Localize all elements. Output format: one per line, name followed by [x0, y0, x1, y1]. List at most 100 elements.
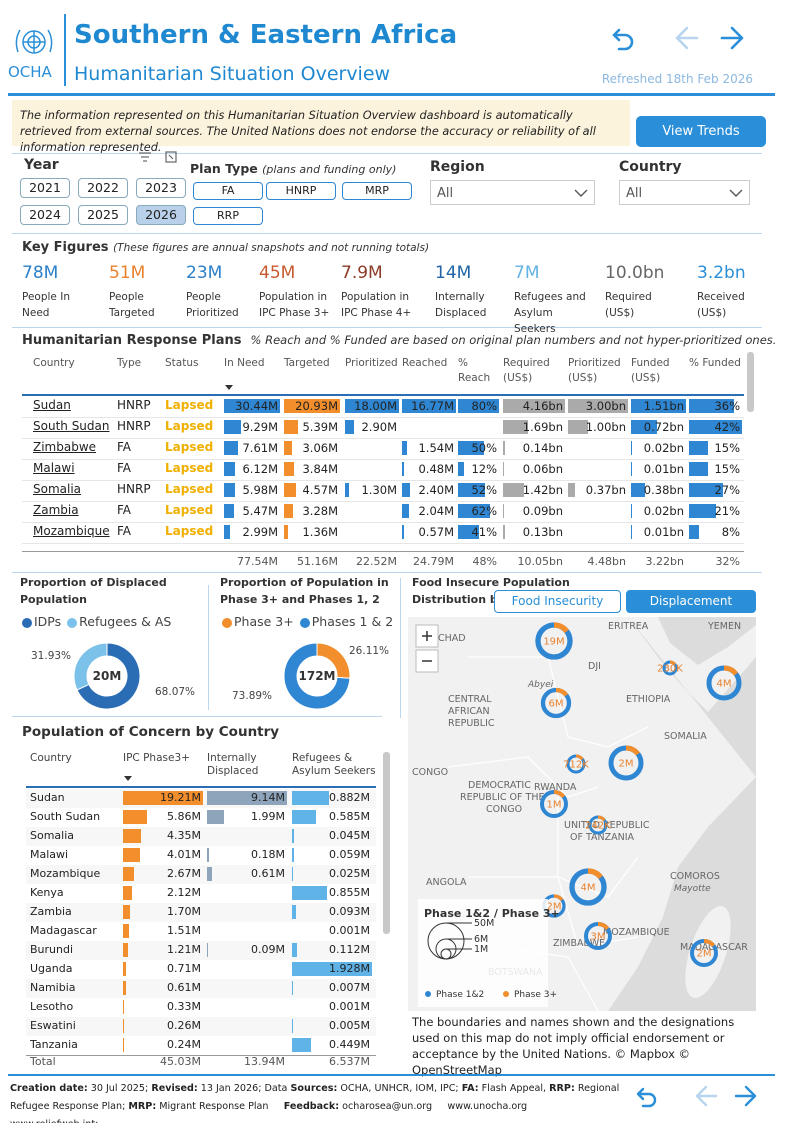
- cell: 4.57M: [284, 482, 340, 498]
- donut-center: 172M: [299, 669, 336, 683]
- year-button[interactable]: 2024: [20, 205, 70, 225]
- bar: [689, 399, 735, 413]
- cell-value: 0.02bn: [643, 441, 684, 455]
- cell: 0.61M: [207, 866, 287, 882]
- donut-slice: [73, 642, 108, 691]
- key-figure-value: 7.9M: [341, 263, 383, 283]
- bar: [123, 943, 129, 957]
- country-link[interactable]: South Sudan: [33, 419, 110, 433]
- column-header: IPC Phase3+: [123, 752, 190, 764]
- map-tab[interactable]: Food Insecurity: [494, 590, 621, 613]
- cell: 0.24M: [123, 1037, 203, 1053]
- key-figure-value: 23M: [186, 263, 223, 283]
- cell-value: 1.36M: [302, 525, 338, 539]
- map-label: COMOROS: [670, 871, 720, 882]
- bar: [568, 420, 588, 434]
- year-button[interactable]: 2026: [136, 205, 186, 225]
- bar: [503, 441, 506, 455]
- year-button[interactable]: 2023: [136, 178, 186, 198]
- country-link[interactable]: Sudan: [33, 398, 71, 412]
- bar: [458, 525, 479, 539]
- cell-value: 2.40M: [418, 483, 454, 497]
- bar: [292, 943, 297, 957]
- map-bubble-share: [587, 868, 603, 880]
- footer-text: MRP:: [128, 1101, 157, 1112]
- chevron: [729, 189, 743, 197]
- plan-button[interactable]: FA: [193, 182, 263, 200]
- country-link[interactable]: Somalia: [33, 482, 82, 496]
- country-name: Madagascar: [30, 924, 97, 937]
- footer-text: Flash Appeal,: [478, 1083, 550, 1094]
- cell-value: 0.855M: [329, 886, 370, 899]
- map-label: CHAD: [438, 633, 466, 644]
- legend-dot: [503, 991, 509, 997]
- total-rule: [26, 1055, 376, 1056]
- cell: 2.99M: [224, 524, 280, 540]
- plan-button[interactable]: MRP: [342, 182, 412, 200]
- legend-dot: [67, 618, 78, 628]
- cell-value: 0.14bn: [522, 441, 563, 455]
- cell-value: 62%: [471, 504, 497, 518]
- view-trends-button[interactable]: View Trends: [636, 116, 766, 147]
- forward-button[interactable]: [720, 26, 744, 50]
- country-link[interactable]: Zimbabwe: [33, 440, 97, 454]
- back-button[interactable]: [675, 26, 699, 50]
- legend-dot: [299, 618, 310, 628]
- year-button[interactable]: 2022: [78, 178, 128, 198]
- plan-button[interactable]: RRP: [193, 207, 263, 225]
- nav-buttons[interactable]: [630, 1082, 770, 1112]
- country-link[interactable]: Mozambique: [33, 524, 110, 538]
- bar: [284, 462, 295, 476]
- footer-text: RRP:: [549, 1083, 575, 1094]
- scrollbar[interactable]: [747, 352, 754, 412]
- plan-button[interactable]: HNRP: [266, 182, 336, 200]
- chevron: [574, 189, 588, 197]
- year-button[interactable]: 2021: [20, 178, 70, 198]
- map-tab[interactable]: Displacement: [626, 590, 756, 613]
- bar: [503, 420, 529, 434]
- plan-type: FA: [117, 461, 132, 475]
- country-link[interactable]: Malawi: [33, 461, 75, 475]
- country-name: Eswatini: [30, 1019, 76, 1032]
- bar: [224, 441, 238, 455]
- key-figure-value: 14M: [435, 263, 472, 283]
- bar: [402, 399, 456, 413]
- bar: [458, 399, 499, 413]
- country-dropdown[interactable]: All: [619, 180, 750, 205]
- back-button[interactable]: [695, 1085, 718, 1107]
- row-rule: [22, 417, 744, 418]
- filter-icons[interactable]: [136, 148, 182, 166]
- column-header: Targeted: [284, 357, 330, 369]
- concern-title: Population of Concern by Country: [22, 724, 280, 740]
- hrp-note: % Reach and % Funded are based on origin…: [250, 333, 777, 347]
- cell-value: 0.001M: [329, 1000, 370, 1013]
- sort-arrow[interactable]: [123, 775, 133, 783]
- header-rule: [22, 394, 744, 396]
- bar: [284, 504, 293, 518]
- map-bubble-label: 1M: [547, 800, 562, 811]
- cell-value: 5.47M: [242, 504, 278, 518]
- region-dropdown[interactable]: All: [430, 180, 595, 205]
- country-link[interactable]: Zambia: [33, 503, 79, 517]
- rule: [12, 572, 762, 573]
- sort-arrow[interactable]: [224, 384, 234, 392]
- reset-button[interactable]: [612, 28, 634, 51]
- bar: [345, 399, 399, 413]
- cell: 0.025M: [292, 866, 372, 882]
- reset-button[interactable]: [636, 1087, 657, 1108]
- legend-label: Phase 3+: [514, 990, 557, 1000]
- year-button[interactable]: 2025: [78, 205, 128, 225]
- logo-text: OCHA: [8, 63, 52, 81]
- cell: 41%: [458, 524, 499, 540]
- cell: 9.14M: [207, 790, 287, 806]
- cell: 3.06M: [284, 440, 340, 456]
- map-bubble-share: [553, 790, 566, 799]
- cell-value: 0.18M: [251, 848, 285, 861]
- key-figure-label: People Targeted: [109, 291, 155, 319]
- scrollbar[interactable]: [383, 752, 390, 934]
- nav-buttons[interactable]: [605, 22, 755, 54]
- cell: 3.84M: [284, 461, 340, 477]
- forward-button[interactable]: [734, 1085, 757, 1107]
